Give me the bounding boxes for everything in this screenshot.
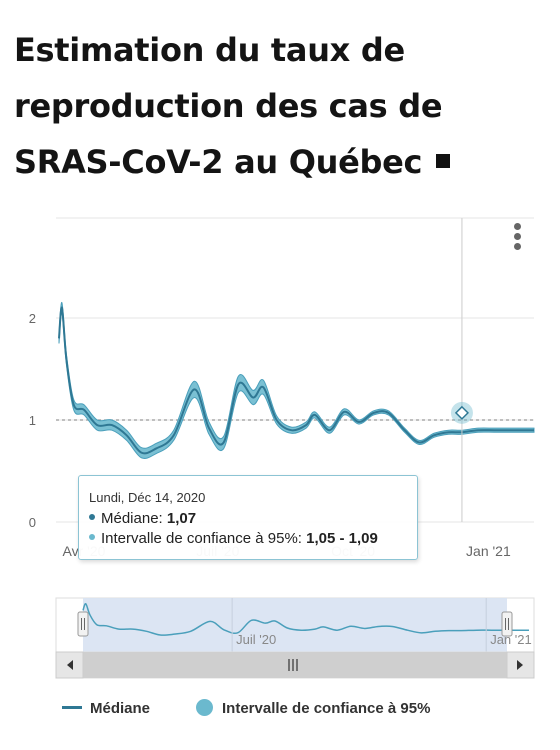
y-tick-label: 2 bbox=[29, 311, 36, 326]
y-tick-label: 0 bbox=[29, 515, 36, 530]
chevron-left-icon bbox=[67, 660, 73, 670]
chevron-right-icon bbox=[517, 660, 523, 670]
x-tick-label: Jan '21 bbox=[466, 543, 511, 559]
scroll-right-button[interactable] bbox=[506, 651, 535, 679]
chart-legend: Médiane Intervalle de confiance à 95% bbox=[0, 698, 560, 724]
legend-item-interval[interactable]: Intervalle de confiance à 95% bbox=[196, 698, 430, 718]
tooltip-interval-row: Intervalle de confiance à 95%: 1,05 - 1,… bbox=[89, 530, 378, 547]
navigator-handle[interactable] bbox=[77, 611, 89, 637]
page-title: Estimation du taux de reproduction des c… bbox=[14, 22, 544, 190]
square-icon bbox=[436, 154, 451, 168]
tooltip-interval-label: Intervalle de confiance à 95%: bbox=[101, 530, 307, 547]
circle-legend-icon bbox=[196, 698, 213, 716]
navigator-mask bbox=[83, 598, 507, 652]
more-vertical-icon[interactable] bbox=[512, 223, 524, 253]
median-line bbox=[58, 306, 534, 455]
navigator-series bbox=[82, 603, 529, 636]
median-dot-icon bbox=[89, 514, 95, 521]
legend-item-median[interactable]: Médiane bbox=[62, 700, 150, 717]
navigator-tick-label: Jan '21 bbox=[490, 632, 532, 647]
chart-tooltip: Lundi, Déc 14, 2020 Médiane: 1,07 Interv… bbox=[78, 475, 418, 560]
navigator-handle[interactable] bbox=[501, 611, 513, 637]
tooltip-median-row: Médiane: 1,07 bbox=[89, 510, 196, 527]
y-tick-label: 1 bbox=[29, 413, 36, 428]
tooltip-median-value: 1,07 bbox=[166, 510, 197, 527]
scrollbar-thumb[interactable] bbox=[83, 652, 507, 678]
navigator-tick-label: Juil '20 bbox=[236, 632, 276, 647]
tooltip-interval-value: 1,05 - 1,09 bbox=[306, 530, 378, 547]
line-legend-icon bbox=[62, 705, 82, 709]
interval-dot-icon bbox=[89, 534, 95, 541]
tooltip-median-label: Médiane: bbox=[101, 510, 167, 527]
hover-point-icon[interactable] bbox=[454, 405, 470, 420]
confidence-interval-band bbox=[58, 302, 535, 459]
tooltip-date: Lundi, Déc 14, 2020 bbox=[89, 490, 206, 505]
